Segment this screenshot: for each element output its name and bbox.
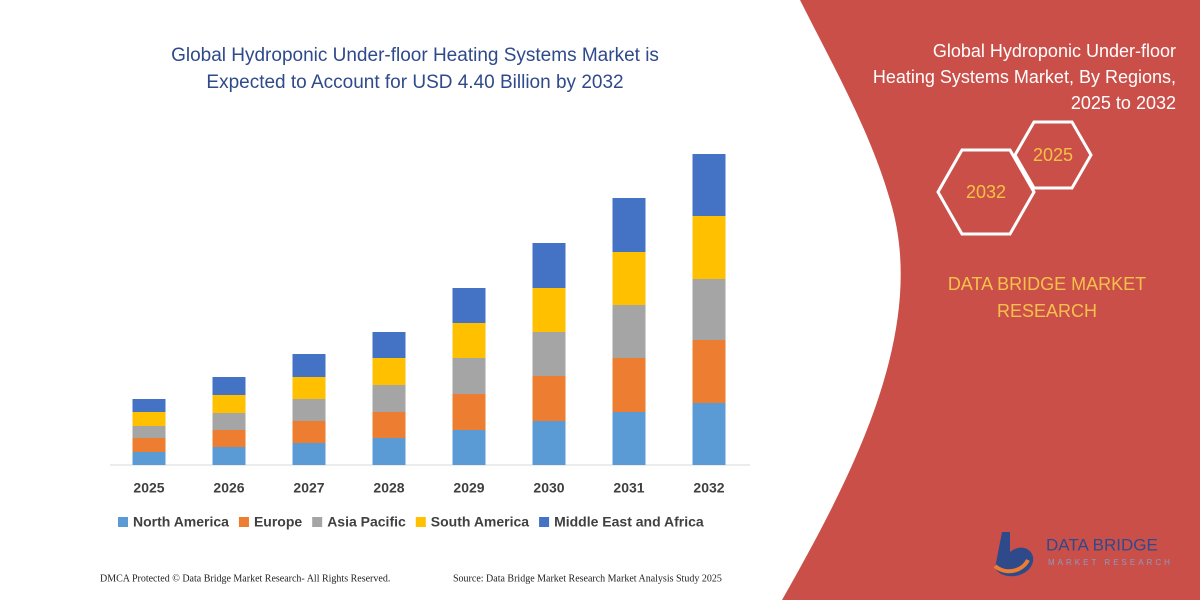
bar-segment [692,403,726,465]
bar-segment [292,377,326,399]
legend-label: North America [133,514,229,530]
bar-segment [372,412,406,438]
side-panel [782,0,1200,600]
bar-segment [612,198,646,252]
chart-title: Global Hydroponic Under-floor Heating Sy… [171,45,659,66]
bar-segment [372,332,406,358]
bar-segment [452,358,486,394]
bar-segment [532,332,566,376]
hexagon-label: 2025 [1033,145,1073,165]
bar-segment [212,377,246,395]
x-tick-label: 2029 [453,480,484,496]
bar-segment [212,413,246,430]
bar-segment [612,358,646,412]
bar-segment [132,426,166,438]
legend-swatch [118,517,128,527]
bar-segment [692,154,726,216]
logo-text: MARKET RESEARCH [1048,558,1173,567]
bar-segment [132,399,166,412]
bar-segment [532,376,566,421]
x-tick-label: 2032 [693,480,724,496]
bar-segment [612,305,646,358]
x-tick-label: 2026 [213,480,244,496]
legend-label: South America [431,514,529,530]
bar-segment [612,412,646,465]
x-tick-label: 2030 [533,480,564,496]
hexagon-label: 2032 [966,182,1006,202]
bar-segment [452,430,486,465]
bar-segment [692,279,726,340]
bar-segment [692,216,726,279]
bar-segment [212,447,246,465]
bar-segment [372,385,406,412]
x-tick-label: 2031 [613,480,644,496]
panel-title: Global Hydroponic Under-floor [933,41,1176,61]
bar-segment [452,288,486,323]
footer-text: DMCA Protected © Data Bridge Market Rese… [100,573,390,584]
x-tick-label: 2025 [133,480,164,496]
legend-swatch [312,517,323,527]
chart-title: Expected to Account for USD 4.40 Billion… [206,72,623,93]
legend-swatch [415,517,426,527]
bar-segment [452,394,486,430]
panel-title: Heating Systems Market, By Regions, [873,67,1176,87]
bar-segment [212,395,246,413]
logo-mark [993,558,1030,574]
bar-segment [292,354,326,377]
legend-swatch [238,517,249,527]
bar-segment [292,443,326,465]
bar-segment [612,252,646,305]
hexagon [936,148,1036,236]
bar-segment [532,288,566,332]
logo-text: DATA BRIDGE [1046,535,1158,554]
x-tick-label: 2028 [373,480,404,496]
legend-label: Middle East and Africa [554,514,704,530]
bar-segment [292,399,326,421]
brand-text: RESEARCH [997,301,1097,321]
hexagon [1013,120,1093,190]
footer-text: Source: Data Bridge Market Research Mark… [453,573,722,584]
bar-segment [132,452,166,465]
legend-label: Europe [254,514,302,530]
bar-segment [132,438,166,452]
bar-segment [692,340,726,403]
bar-segment [212,430,246,447]
x-tick-label: 2027 [293,480,324,496]
bar-segment [372,358,406,385]
bar-segment [532,243,566,288]
bar-segment [452,323,486,358]
bar-segment [132,412,166,426]
bar-segment [292,421,326,443]
brand-text: DATA BRIDGE MARKET [948,274,1146,294]
bar-segment [372,438,406,465]
panel-title: 2025 to 2032 [1071,93,1176,113]
bar-segment [532,421,566,465]
legend-label: Asia Pacific [327,514,406,530]
legend-swatch [539,517,550,527]
